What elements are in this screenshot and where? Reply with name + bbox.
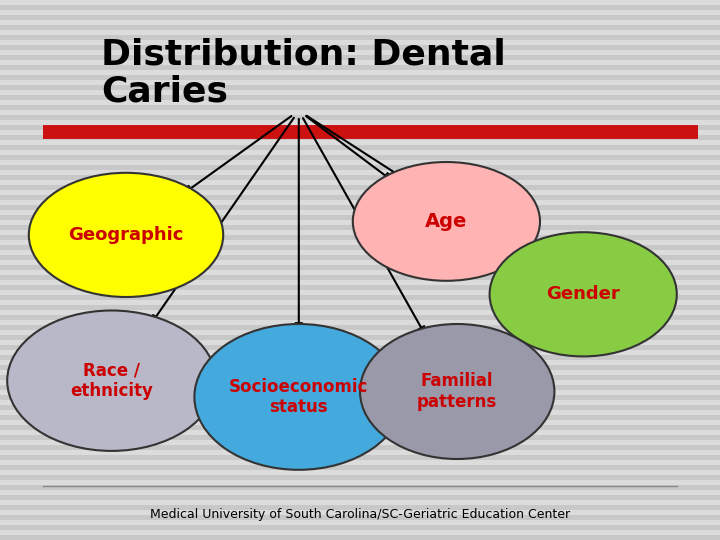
FancyBboxPatch shape — [0, 505, 720, 510]
Text: Race /
ethnicity: Race / ethnicity — [70, 361, 153, 400]
FancyBboxPatch shape — [0, 75, 720, 80]
FancyBboxPatch shape — [0, 435, 720, 440]
FancyBboxPatch shape — [0, 55, 720, 60]
FancyBboxPatch shape — [0, 115, 720, 120]
FancyBboxPatch shape — [0, 65, 720, 70]
FancyBboxPatch shape — [0, 145, 720, 150]
FancyBboxPatch shape — [0, 445, 720, 450]
Text: Geographic: Geographic — [68, 226, 184, 244]
FancyBboxPatch shape — [0, 155, 720, 160]
FancyBboxPatch shape — [0, 345, 720, 350]
FancyBboxPatch shape — [0, 95, 720, 100]
FancyBboxPatch shape — [0, 425, 720, 430]
FancyBboxPatch shape — [0, 265, 720, 270]
FancyBboxPatch shape — [0, 465, 720, 470]
FancyBboxPatch shape — [0, 455, 720, 460]
FancyBboxPatch shape — [0, 15, 720, 20]
FancyBboxPatch shape — [0, 535, 720, 540]
FancyBboxPatch shape — [0, 395, 720, 400]
FancyBboxPatch shape — [0, 255, 720, 260]
FancyBboxPatch shape — [0, 195, 720, 200]
FancyBboxPatch shape — [0, 355, 720, 360]
Ellipse shape — [29, 173, 223, 297]
FancyBboxPatch shape — [0, 165, 720, 170]
FancyBboxPatch shape — [0, 125, 720, 130]
FancyBboxPatch shape — [0, 385, 720, 390]
FancyBboxPatch shape — [0, 495, 720, 500]
FancyBboxPatch shape — [0, 275, 720, 280]
FancyBboxPatch shape — [0, 415, 720, 420]
Text: Distribution: Dental
Caries: Distribution: Dental Caries — [101, 38, 505, 109]
FancyBboxPatch shape — [0, 305, 720, 310]
Text: Age: Age — [426, 212, 467, 231]
FancyBboxPatch shape — [0, 185, 720, 190]
FancyBboxPatch shape — [0, 295, 720, 300]
Ellipse shape — [360, 324, 554, 459]
FancyBboxPatch shape — [0, 315, 720, 320]
FancyBboxPatch shape — [0, 5, 720, 10]
FancyBboxPatch shape — [0, 225, 720, 230]
Text: Medical University of South Carolina/SC-Geriatric Education Center: Medical University of South Carolina/SC-… — [150, 508, 570, 521]
Text: Familial
patterns: Familial patterns — [417, 372, 498, 411]
FancyBboxPatch shape — [0, 325, 720, 330]
FancyBboxPatch shape — [0, 525, 720, 530]
FancyBboxPatch shape — [0, 485, 720, 490]
FancyBboxPatch shape — [0, 25, 720, 30]
FancyBboxPatch shape — [0, 35, 720, 40]
FancyBboxPatch shape — [0, 235, 720, 240]
FancyBboxPatch shape — [0, 215, 720, 220]
FancyBboxPatch shape — [0, 175, 720, 180]
FancyBboxPatch shape — [0, 515, 720, 520]
Text: Gender: Gender — [546, 285, 620, 303]
FancyBboxPatch shape — [0, 375, 720, 380]
Text: Socioeconomic
status: Socioeconomic status — [229, 377, 369, 416]
FancyBboxPatch shape — [0, 475, 720, 480]
FancyBboxPatch shape — [0, 245, 720, 250]
FancyBboxPatch shape — [0, 365, 720, 370]
FancyBboxPatch shape — [0, 405, 720, 410]
FancyBboxPatch shape — [0, 135, 720, 140]
FancyBboxPatch shape — [0, 45, 720, 50]
Ellipse shape — [490, 232, 677, 356]
Ellipse shape — [353, 162, 540, 281]
FancyBboxPatch shape — [0, 285, 720, 290]
FancyBboxPatch shape — [0, 335, 720, 340]
Ellipse shape — [7, 310, 216, 451]
Ellipse shape — [194, 324, 403, 470]
FancyBboxPatch shape — [0, 205, 720, 210]
FancyBboxPatch shape — [0, 85, 720, 90]
FancyBboxPatch shape — [0, 105, 720, 110]
